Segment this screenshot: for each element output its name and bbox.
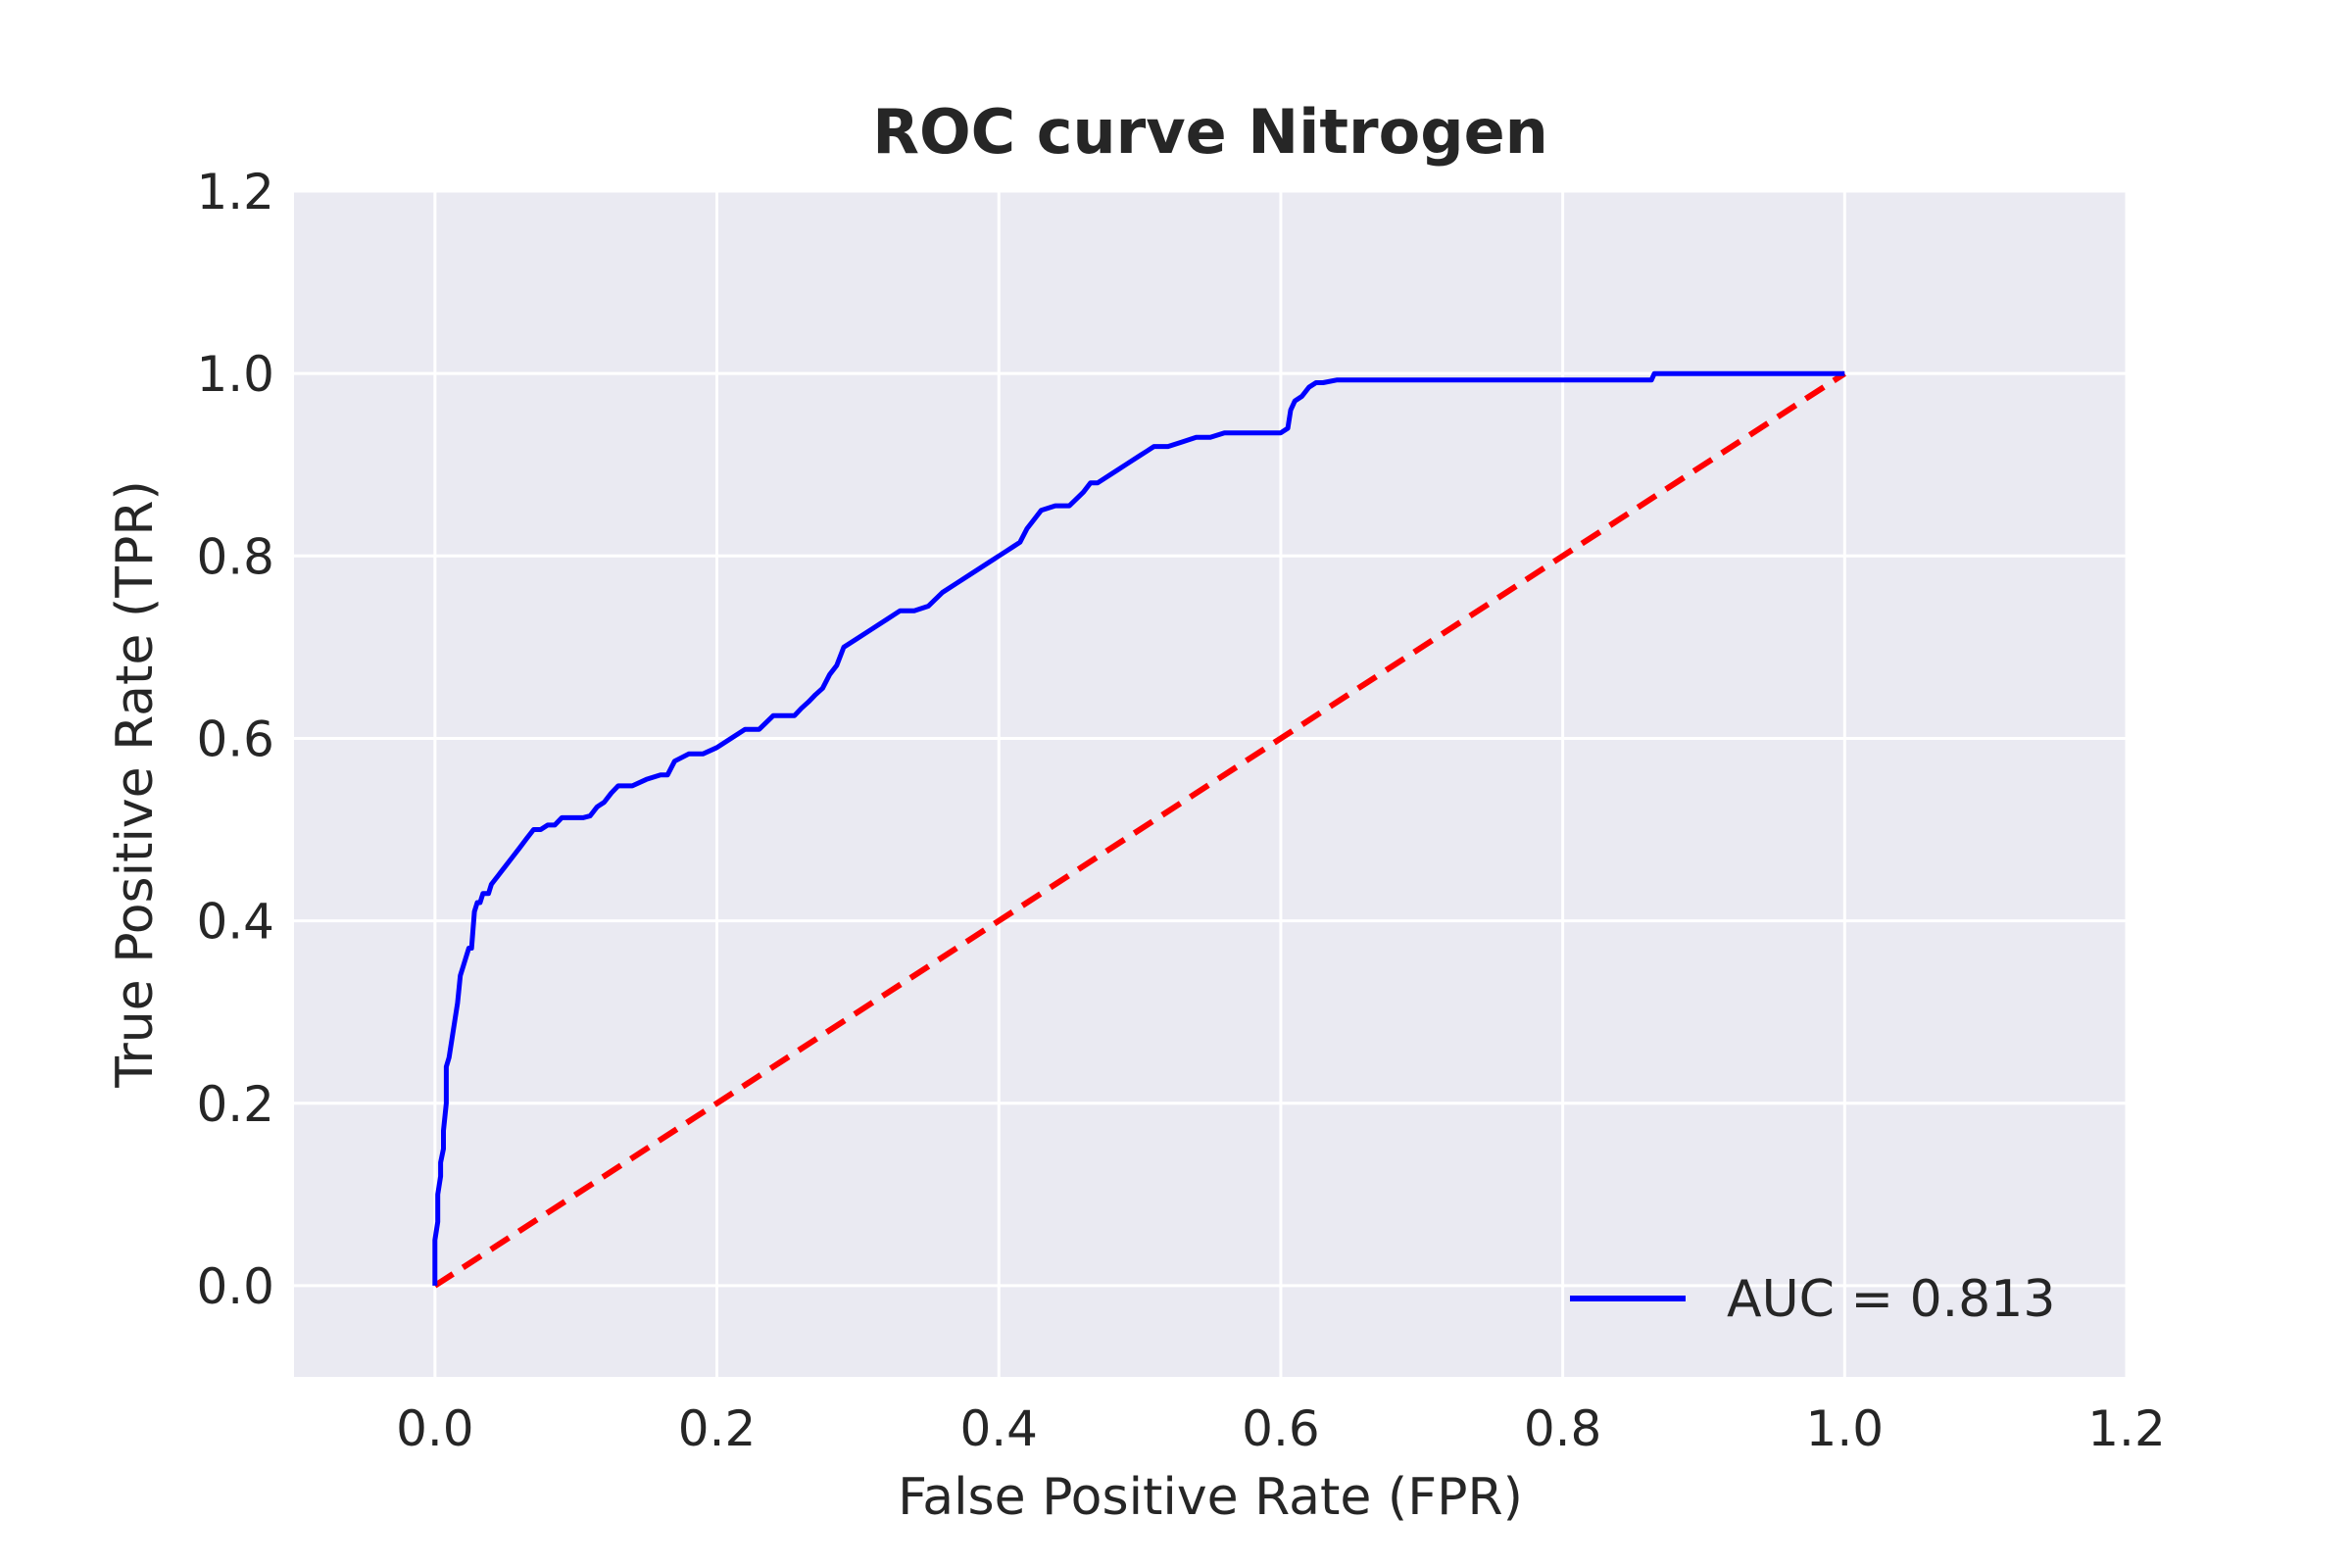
plot-background xyxy=(294,191,2127,1377)
x-tick-label-0: 0.0 xyxy=(396,1400,474,1457)
series-line-chance xyxy=(433,370,1846,1289)
x-axis-ticks: 0.0 0.2 0.4 0.6 0.8 1.0 1.2 xyxy=(396,1400,2166,1457)
x-axis-label: False Positive Rate (FPR) xyxy=(898,1468,1523,1527)
y-axis-label: True Positive Rate (TPR) xyxy=(106,480,165,1089)
series-line-roc xyxy=(432,370,1845,1286)
y-tick-label-6: 1.2 xyxy=(196,164,274,220)
chart-title: ROC curve Nitrogen xyxy=(872,96,1548,168)
legend-label-auc: AUC = 0.813 xyxy=(1727,1270,2055,1329)
y-tick-label-1: 0.2 xyxy=(196,1076,274,1133)
y-tick-label-5: 1.0 xyxy=(196,346,274,403)
y-axis-ticks: 0.0 0.2 0.4 0.6 0.8 1.0 1.2 xyxy=(196,164,274,1315)
x-tick-label-4: 0.8 xyxy=(1524,1400,1602,1457)
series-layer xyxy=(432,370,1846,1289)
y-tick-label-2: 0.4 xyxy=(196,894,274,951)
x-tick-label-3: 0.6 xyxy=(1242,1400,1320,1457)
x-tick-label-5: 1.0 xyxy=(1806,1400,1885,1457)
y-tick-label-3: 0.6 xyxy=(196,710,274,767)
y-tick-label-4: 0.8 xyxy=(196,528,274,585)
legend: AUC = 0.813 xyxy=(1570,1270,2055,1329)
y-tick-label-0: 0.0 xyxy=(196,1258,274,1315)
x-tick-label-6: 1.2 xyxy=(2087,1400,2166,1457)
x-tick-label-2: 0.4 xyxy=(959,1400,1038,1457)
x-tick-label-1: 0.2 xyxy=(678,1400,757,1457)
